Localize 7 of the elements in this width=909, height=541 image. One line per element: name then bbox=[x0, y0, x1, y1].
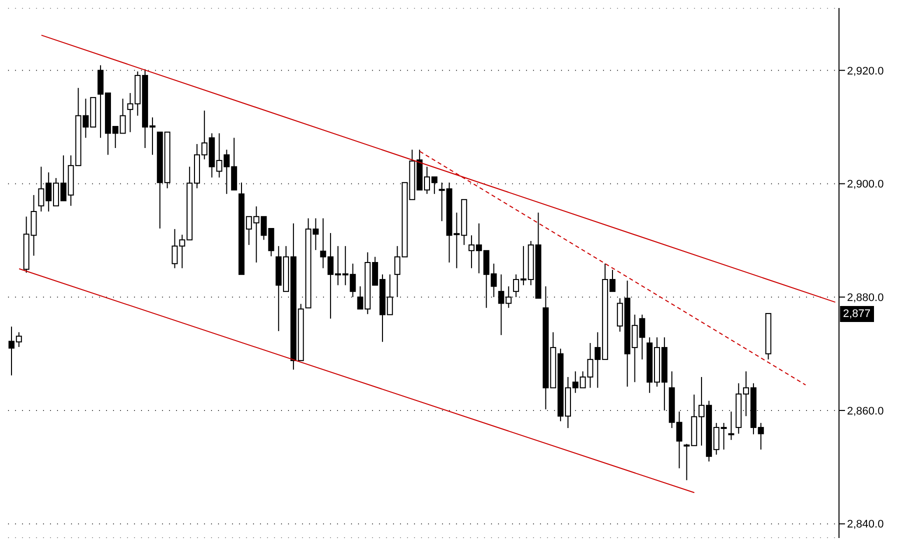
candlestick bbox=[728, 411, 734, 440]
y-tick-label: 2,900.0 bbox=[847, 178, 884, 191]
y-tick-label: 2,920.0 bbox=[847, 65, 884, 78]
annotation: 2,877 bbox=[840, 306, 874, 322]
y-tick-label: 2,880.0 bbox=[847, 292, 884, 304]
y-tick-label: 2,860.0 bbox=[847, 405, 884, 418]
y-tick-label: 2,840.0 bbox=[847, 518, 884, 531]
